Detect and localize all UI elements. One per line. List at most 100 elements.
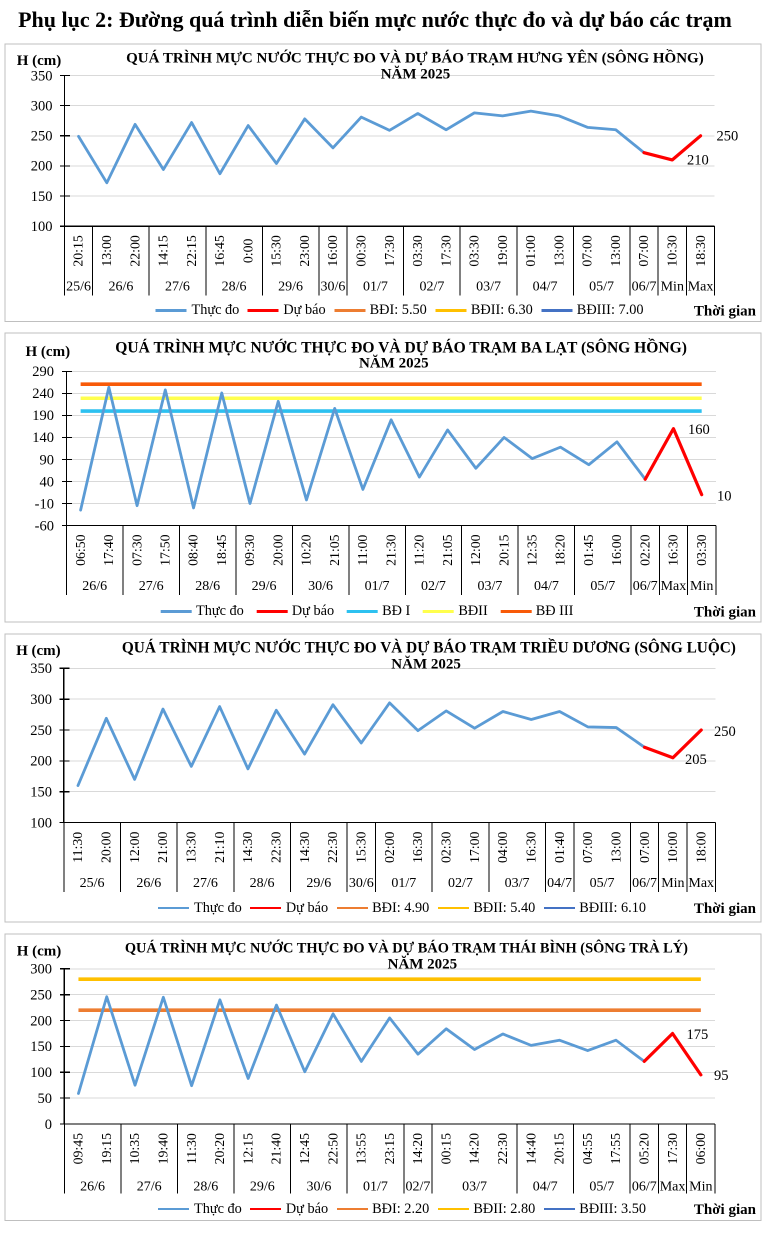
svg-text:12:45: 12:45 (297, 1133, 312, 1165)
svg-text:160: 160 (688, 422, 710, 438)
svg-text:13:00: 13:00 (551, 235, 566, 267)
svg-text:13:55: 13:55 (354, 1133, 369, 1165)
svg-text:17:55: 17:55 (608, 1133, 623, 1165)
svg-text:17:30: 17:30 (382, 235, 397, 267)
svg-text:00:15: 00:15 (438, 1133, 453, 1165)
svg-text:01:45: 01:45 (581, 534, 596, 566)
svg-text:240: 240 (32, 386, 54, 402)
svg-text:16:45: 16:45 (212, 235, 227, 267)
svg-text:30/6: 30/6 (308, 579, 333, 594)
svg-text:100: 100 (30, 815, 52, 831)
svg-text:350: 350 (31, 68, 53, 84)
svg-text:250: 250 (30, 987, 52, 1003)
svg-text:29/6: 29/6 (278, 280, 303, 295)
svg-text:13:00: 13:00 (99, 235, 114, 267)
svg-text:06/7: 06/7 (632, 876, 657, 891)
svg-text:22:30: 22:30 (495, 1133, 510, 1165)
svg-text:06/7: 06/7 (632, 280, 657, 295)
svg-text:08:40: 08:40 (186, 534, 201, 566)
svg-text:01:40: 01:40 (552, 831, 567, 863)
svg-text:21:00: 21:00 (155, 831, 170, 863)
svg-text:17:40: 17:40 (101, 534, 116, 566)
svg-text:17:30: 17:30 (665, 1133, 680, 1165)
svg-text:26/6: 26/6 (109, 280, 134, 295)
svg-text:07:00: 07:00 (636, 235, 651, 267)
svg-text:05/7: 05/7 (590, 876, 615, 891)
svg-text:05:20: 05:20 (636, 1133, 651, 1165)
svg-text:NĂM 2025: NĂM 2025 (359, 355, 429, 372)
svg-text:01/7: 01/7 (363, 1180, 388, 1195)
svg-text:01/7: 01/7 (365, 579, 390, 594)
svg-text:02/7: 02/7 (421, 579, 446, 594)
svg-text:20:15: 20:15 (71, 235, 86, 267)
svg-text:10:20: 10:20 (299, 534, 314, 566)
svg-text:10: 10 (717, 488, 732, 504)
svg-text:300: 300 (30, 692, 52, 708)
svg-text:14:40: 14:40 (523, 1133, 538, 1165)
svg-text:12:15: 12:15 (240, 1133, 255, 1165)
svg-text:18:45: 18:45 (214, 534, 229, 566)
svg-text:17:30: 17:30 (438, 235, 453, 267)
svg-text:-10: -10 (35, 496, 54, 512)
svg-text:14:20: 14:20 (467, 1133, 482, 1165)
svg-text:07:00: 07:00 (580, 235, 595, 267)
svg-text:90: 90 (40, 452, 55, 468)
svg-text:23:00: 23:00 (297, 235, 312, 267)
svg-text:350: 350 (30, 661, 52, 677)
svg-text:H (cm): H (cm) (17, 943, 62, 959)
svg-text:29/6: 29/6 (250, 1180, 275, 1195)
svg-text:Max: Max (688, 876, 714, 891)
svg-text:25/6: 25/6 (80, 876, 105, 891)
svg-text:20:00: 20:00 (99, 831, 114, 863)
svg-text:22:30: 22:30 (268, 831, 283, 863)
svg-text:190: 190 (32, 408, 54, 424)
svg-text:Min: Min (661, 876, 684, 891)
svg-text:19:00: 19:00 (495, 235, 510, 267)
svg-text:200: 200 (31, 159, 53, 175)
svg-text:150: 150 (30, 1039, 52, 1055)
svg-text:Max: Max (660, 1180, 686, 1195)
svg-text:NĂM 2025: NĂM 2025 (391, 655, 461, 672)
svg-text:20:15: 20:15 (496, 534, 511, 566)
svg-text:01/7: 01/7 (363, 280, 388, 295)
svg-text:100: 100 (31, 219, 53, 235)
svg-text:18:30: 18:30 (693, 235, 708, 267)
svg-text:QUÁ TRÌNH MỰC NƯỚC THỰC ĐO VÀ: QUÁ TRÌNH MỰC NƯỚC THỰC ĐO VÀ DỰ BÁO TRẠ… (126, 49, 704, 67)
svg-text:05/7: 05/7 (590, 579, 615, 594)
svg-text:28/6: 28/6 (193, 1180, 218, 1195)
svg-text:16:30: 16:30 (523, 831, 538, 863)
svg-text:21:05: 21:05 (327, 534, 342, 566)
svg-text:25/6: 25/6 (66, 280, 91, 295)
svg-text:13:30: 13:30 (183, 831, 198, 863)
svg-text:0:00: 0:00 (240, 239, 255, 264)
svg-text:Max: Max (661, 579, 687, 594)
svg-text:200: 200 (30, 754, 52, 770)
svg-text:21:40: 21:40 (269, 1133, 284, 1165)
svg-text:290: 290 (32, 364, 54, 380)
svg-text:NĂM 2025: NĂM 2025 (388, 955, 458, 972)
svg-text:12:00: 12:00 (468, 534, 483, 566)
svg-text:21:05: 21:05 (440, 534, 455, 566)
svg-text:12:00: 12:00 (127, 831, 142, 863)
svg-text:22:00: 22:00 (127, 235, 142, 267)
svg-text:20:00: 20:00 (270, 534, 285, 566)
svg-text:28/6: 28/6 (250, 876, 275, 891)
svg-text:250: 250 (31, 129, 53, 145)
svg-text:17:00: 17:00 (467, 831, 482, 863)
svg-text:18:00: 18:00 (693, 831, 708, 863)
svg-text:20:20: 20:20 (212, 1133, 227, 1165)
svg-text:00:30: 00:30 (353, 235, 368, 267)
svg-text:17:50: 17:50 (158, 534, 173, 566)
svg-text:03:30: 03:30 (467, 235, 482, 267)
svg-text:Thời gian: Thời gian (694, 1202, 757, 1218)
svg-text:QUÁ TRÌNH MỰC NƯỚC THỰC ĐO VÀ: QUÁ TRÌNH MỰC NƯỚC THỰC ĐO VÀ DỰ BÁO TRẠ… (115, 338, 687, 356)
svg-text:07:30: 07:30 (129, 534, 144, 566)
svg-text:22:15: 22:15 (184, 235, 199, 267)
svg-text:18:20: 18:20 (553, 534, 568, 566)
svg-text:NĂM 2025: NĂM 2025 (381, 66, 451, 83)
svg-text:250: 250 (30, 723, 52, 739)
svg-text:02/7: 02/7 (420, 280, 445, 295)
svg-text:0: 0 (45, 1117, 52, 1133)
svg-text:04/7: 04/7 (533, 1180, 558, 1195)
svg-text:07:00: 07:00 (637, 831, 652, 863)
